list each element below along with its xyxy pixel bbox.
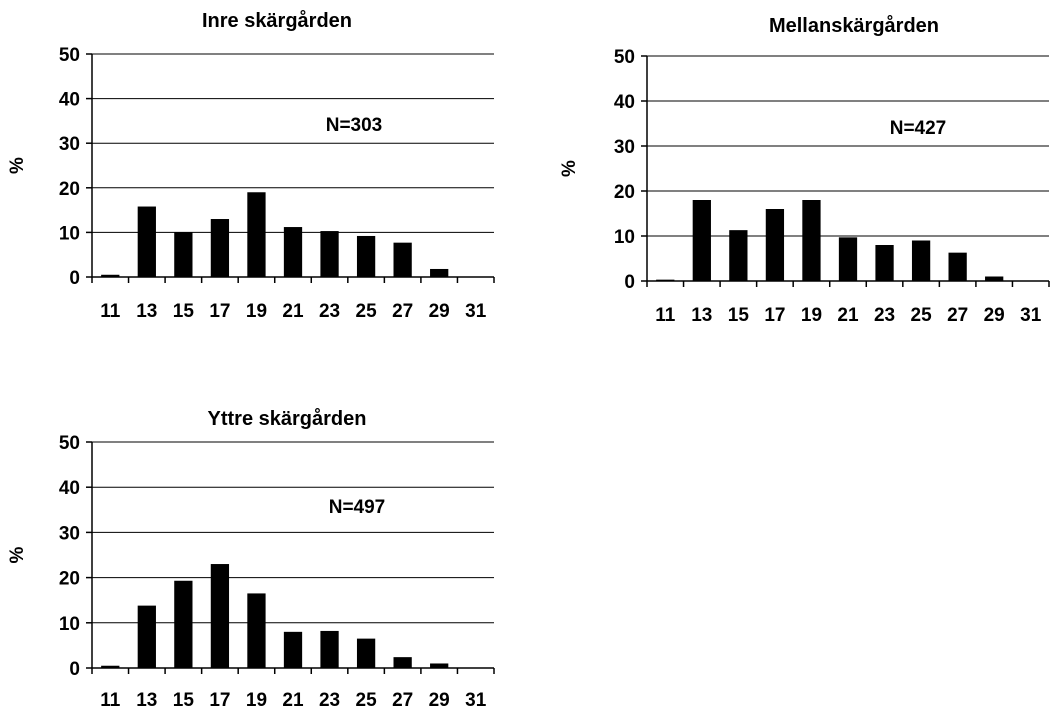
x-tick-label: 17 [209, 690, 230, 711]
y-tick-label: 40 [59, 90, 80, 111]
x-tick-label: 27 [947, 305, 968, 326]
x-tick-label: 31 [465, 301, 487, 322]
y-tick-label: 10 [59, 614, 80, 635]
x-tick-label: 13 [136, 301, 157, 322]
chart-mellan: Mellanskärgården 0 10 20 30 40 50% 11 13 15 17 19 21… [553, 0, 1053, 340]
bar [247, 192, 266, 277]
chart-title: Yttre skärgården [208, 407, 367, 430]
y-axis-label: % [7, 157, 28, 174]
y-tick-label: 0 [69, 659, 80, 680]
chart-yttre-svg: Yttre skärgården 0 10 20 30 40 50% 11 13 15 17 19 21… [7, 407, 495, 711]
bar [838, 237, 858, 281]
bar [802, 200, 821, 281]
x-tick-label: 15 [728, 305, 750, 326]
x-tick-label: 21 [282, 690, 304, 711]
x-tick-label: 11 [655, 305, 676, 326]
bar [430, 268, 449, 277]
y-axis-label: % [7, 546, 28, 563]
x-tick-label: 25 [356, 690, 378, 711]
bar [765, 209, 785, 281]
bar [875, 245, 894, 281]
bar [985, 276, 1004, 281]
x-tick-label: 15 [173, 301, 195, 322]
bar [174, 232, 193, 277]
sample-size-annotation: N=427 [890, 118, 947, 139]
bar [430, 663, 449, 668]
y-tick-label: 20 [59, 569, 80, 590]
x-tick-label: 25 [911, 305, 933, 326]
y-tick-label: 40 [59, 478, 80, 499]
bar [911, 240, 931, 281]
y-tick-label: 20 [614, 182, 635, 203]
bar [393, 657, 412, 668]
x-tick-label: 23 [319, 690, 340, 711]
x-tick-label: 23 [874, 305, 895, 326]
y-tick-label: 30 [59, 134, 80, 155]
y-tick-label: 40 [614, 92, 635, 113]
x-tick-label: 21 [282, 301, 304, 322]
x-tick-label: 11 [100, 301, 121, 322]
bar [137, 206, 156, 277]
bar [101, 274, 120, 277]
bar [356, 638, 376, 668]
y-tick-label: 50 [614, 47, 635, 68]
y-axis-label: % [559, 160, 580, 177]
bar [320, 231, 339, 277]
x-tick-label: 23 [319, 301, 340, 322]
x-tick-label: 15 [173, 690, 195, 711]
bar [948, 252, 967, 281]
bar [101, 665, 120, 668]
sample-size-annotation: N=303 [326, 115, 383, 136]
x-tick-label: 17 [764, 305, 785, 326]
x-tick-label: 11 [100, 690, 121, 711]
y-tick-label: 0 [624, 272, 635, 293]
x-tick-label: 17 [209, 301, 230, 322]
x-tick-label: 27 [392, 690, 413, 711]
x-tick-label: 25 [356, 301, 378, 322]
bar [283, 631, 303, 668]
y-tick-label: 10 [59, 223, 80, 244]
x-tick-label: 19 [246, 690, 267, 711]
y-tick-label: 30 [614, 137, 635, 158]
x-tick-label: 13 [136, 690, 157, 711]
x-tick-label: 13 [691, 305, 712, 326]
bar [320, 630, 339, 668]
x-tick-label: 21 [837, 305, 859, 326]
chart-yttre: Yttre skärgården 0 10 20 30 40 50% 11 13 15 17 19 21… [0, 390, 500, 718]
chart-inre: Inre skärgården 0 10 20 30 40 50% 11 13 15 17 19 21 2… [0, 0, 500, 340]
y-tick-label: 0 [69, 268, 80, 289]
y-tick-label: 10 [614, 227, 635, 248]
bar [692, 200, 711, 281]
sample-size-annotation: N=497 [329, 497, 386, 518]
x-tick-label: 31 [465, 690, 487, 711]
x-tick-label: 29 [429, 301, 450, 322]
bar [393, 242, 412, 277]
y-tick-label: 50 [59, 433, 80, 454]
y-tick-label: 20 [59, 179, 80, 200]
x-tick-label: 29 [429, 690, 450, 711]
x-tick-label: 19 [246, 301, 267, 322]
x-tick-label: 27 [392, 301, 413, 322]
y-tick-label: 50 [59, 45, 80, 66]
bar [356, 235, 376, 277]
bar [137, 605, 156, 668]
chart-title: Mellanskärgården [769, 14, 939, 37]
chart-inre-svg: Inre skärgården 0 10 20 30 40 50% 11 13 15 17 19 21 2… [7, 9, 495, 322]
bar [174, 580, 193, 668]
bar [247, 593, 266, 668]
chart-mellan-svg: Mellanskärgården 0 10 20 30 40 50% 11 13 15 17 19 21… [559, 14, 1050, 326]
x-tick-label: 31 [1020, 305, 1042, 326]
chart-title: Inre skärgården [202, 9, 352, 32]
bar [210, 219, 230, 277]
bar [656, 279, 675, 281]
y-tick-label: 30 [59, 523, 80, 544]
bar [283, 227, 303, 277]
x-tick-label: 19 [801, 305, 822, 326]
bar [729, 230, 748, 281]
x-tick-label: 29 [984, 305, 1005, 326]
bar [210, 564, 230, 668]
